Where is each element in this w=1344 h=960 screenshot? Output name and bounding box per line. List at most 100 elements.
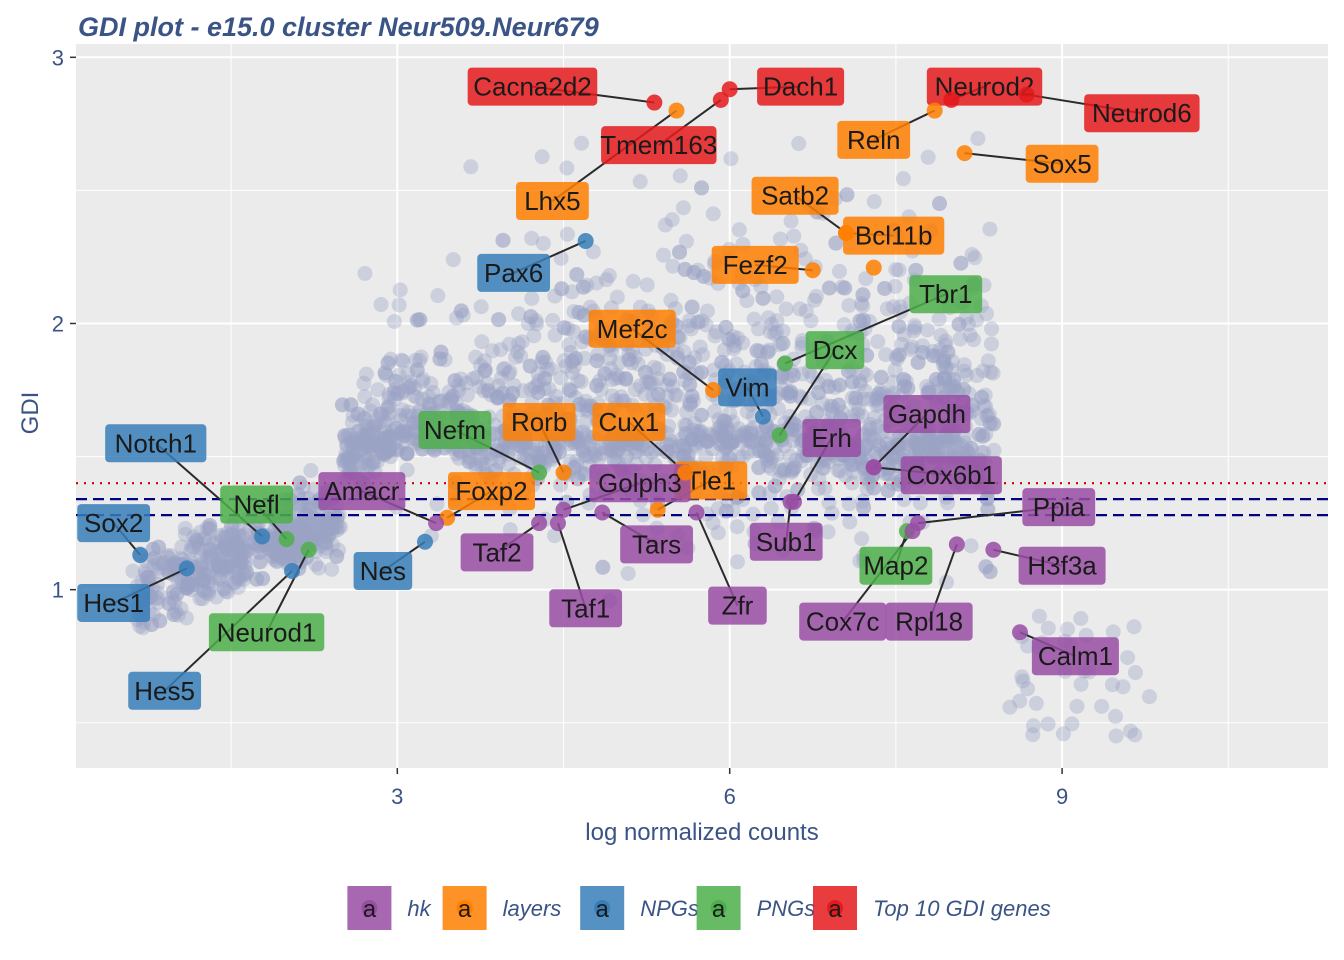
background-point <box>354 434 370 450</box>
background-point <box>639 277 655 293</box>
background-point <box>178 610 194 626</box>
background-point <box>742 425 758 441</box>
background-point <box>706 403 722 419</box>
background-point <box>684 299 700 315</box>
background-point <box>922 440 938 456</box>
background-point <box>722 432 738 448</box>
background-point <box>329 548 345 564</box>
background-point <box>746 420 762 436</box>
background-point <box>920 149 936 165</box>
background-point <box>211 559 227 575</box>
background-point <box>231 528 247 544</box>
background-point <box>356 410 372 426</box>
background-point <box>399 408 415 424</box>
background-point <box>579 277 595 293</box>
background-point <box>841 297 857 313</box>
background-point <box>873 383 889 399</box>
y-tick-label: 3 <box>52 45 64 70</box>
background-point <box>295 479 311 495</box>
background-point <box>572 396 588 412</box>
background-point <box>530 449 546 465</box>
gene-label-text: Vim <box>725 372 769 402</box>
background-point <box>547 327 563 343</box>
background-point <box>690 314 706 330</box>
background-point <box>928 436 944 452</box>
background-point <box>959 444 975 460</box>
background-point <box>490 389 506 405</box>
gene-label-box: Neurod6 <box>1084 94 1200 133</box>
background-point <box>739 432 755 448</box>
background-point <box>574 135 590 151</box>
background-point <box>218 539 234 555</box>
background-point <box>797 251 813 267</box>
background-point <box>223 553 239 569</box>
background-point <box>554 281 570 297</box>
background-point <box>501 366 517 382</box>
background-point <box>1094 698 1110 714</box>
background-point <box>179 580 195 596</box>
background-point <box>978 559 994 575</box>
gene-label-text: Cacna2d2 <box>473 72 592 102</box>
background-point <box>490 390 506 406</box>
background-point <box>194 572 210 588</box>
background-point <box>547 288 563 304</box>
background-point <box>377 423 393 439</box>
background-point <box>220 560 236 576</box>
background-point <box>302 522 318 538</box>
background-point <box>946 378 962 394</box>
background-point <box>274 550 290 566</box>
background-point <box>862 416 878 432</box>
background-point <box>343 452 359 468</box>
background-point <box>782 385 798 401</box>
background-point <box>353 430 369 446</box>
gene-label-box: Ppia <box>1022 488 1096 527</box>
gene-label-background <box>516 182 589 221</box>
background-point <box>618 371 634 387</box>
background-point <box>185 577 201 593</box>
background-point <box>314 519 330 535</box>
background-point <box>589 378 605 394</box>
background-point <box>356 428 372 444</box>
background-point <box>825 405 841 421</box>
background-point <box>146 550 162 566</box>
gene-label-background <box>1022 488 1096 527</box>
background-point <box>921 435 937 451</box>
background-point <box>858 367 874 383</box>
background-point <box>1122 723 1138 739</box>
background-point <box>925 348 941 364</box>
background-point <box>351 442 367 458</box>
background-point <box>376 444 392 460</box>
background-point <box>792 388 808 404</box>
background-point <box>600 440 616 456</box>
background-point <box>510 437 526 453</box>
background-point <box>783 384 799 400</box>
background-point <box>291 517 307 533</box>
background-point <box>451 383 467 399</box>
background-point <box>218 542 234 558</box>
background-point <box>336 453 352 469</box>
background-point <box>891 347 907 363</box>
gene-label-text: Sox2 <box>84 508 143 538</box>
background-point <box>956 363 972 379</box>
background-point <box>714 434 730 450</box>
background-point <box>784 464 800 480</box>
gene-label-box: Satb2 <box>751 176 839 215</box>
gene-label-box: Notch1 <box>105 424 207 463</box>
background-point <box>642 376 658 392</box>
background-point <box>946 380 962 396</box>
background-point <box>776 464 792 480</box>
background-point <box>355 455 371 471</box>
background-point <box>963 440 979 456</box>
background-point <box>564 284 580 300</box>
background-point <box>421 396 437 412</box>
background-point <box>677 417 693 433</box>
background-point <box>142 570 158 586</box>
background-point <box>907 320 923 336</box>
background-point <box>575 424 591 440</box>
background-point <box>269 546 285 562</box>
background-point <box>218 554 234 570</box>
background-point <box>547 528 563 544</box>
background-point <box>137 563 153 579</box>
background-point <box>180 576 196 592</box>
gene-label-text: Cox6b1 <box>906 460 996 490</box>
